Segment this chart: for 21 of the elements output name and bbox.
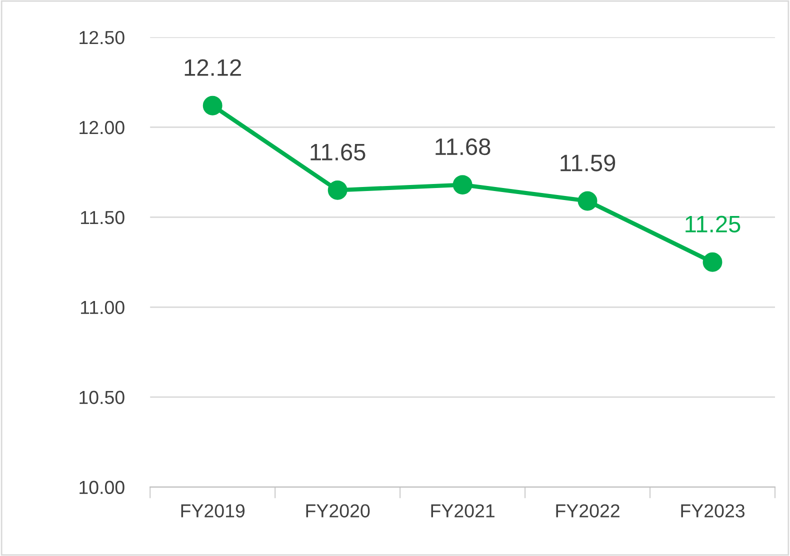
x-tick-label: FY2023 [681,504,745,518]
y-tick-label: 12.00 [80,120,124,134]
data-label: 11.25 [686,216,740,232]
data-label: 11.68 [436,138,490,156]
point [578,191,598,211]
y-tick-label: 12.50 [80,30,124,44]
x-tick-label: FY2019 [181,504,245,518]
data-label: 11.65 [310,144,366,161]
point [202,96,222,116]
x-tick-label: FY2020 [306,504,370,518]
x-tick-label: FY2022 [556,504,620,518]
x-tick-label: FY2021 [431,504,494,518]
y-tick-label: 11.50 [80,210,124,224]
data-label: 12.12 [184,59,241,76]
data-label: 11.59 [560,154,616,172]
y-tick-label: 11.00 [80,300,124,314]
point [452,175,472,195]
y-tick-label: 10.00 [80,480,124,494]
y-tick-label: 10.50 [80,390,124,404]
point [328,180,348,200]
point [702,252,722,272]
